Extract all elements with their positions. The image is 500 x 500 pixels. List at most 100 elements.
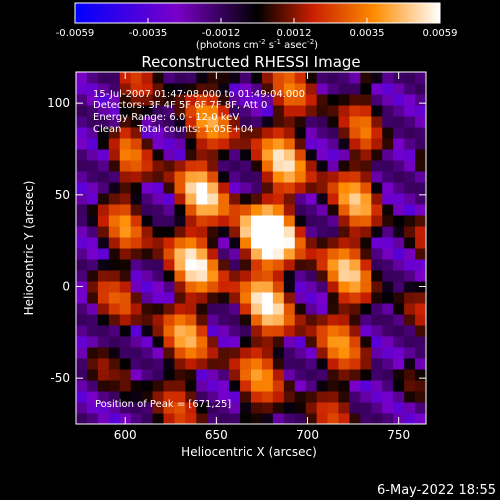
heatmap-cell	[174, 83, 186, 95]
heatmap-cell	[141, 292, 154, 304]
heatmap-cell	[86, 358, 99, 370]
heatmap-cell	[360, 369, 372, 381]
heatmap-cell	[76, 105, 88, 117]
heatmap-cell	[404, 281, 416, 293]
heatmap-cell	[229, 171, 241, 183]
heatmap-cell	[316, 182, 329, 194]
heatmap-cell	[97, 83, 110, 95]
heatmap-cell	[327, 94, 339, 106]
heatmap-cell	[119, 127, 132, 139]
heatmap-cell	[305, 160, 318, 172]
heatmap-cell	[119, 380, 132, 392]
heatmap-cell	[207, 413, 219, 424]
heatmap-cell	[119, 369, 132, 381]
heatmap-cell	[251, 226, 263, 238]
heatmap-cell	[76, 325, 88, 337]
heatmap-cell	[360, 336, 372, 348]
heatmap-cell	[371, 402, 383, 414]
heatmap-cell	[229, 149, 241, 161]
heatmap-cell	[152, 171, 164, 183]
heatmap-cell	[108, 149, 121, 161]
heatmap-cell	[163, 270, 175, 282]
heatmap-cell	[360, 281, 372, 293]
heatmap-cell	[218, 347, 230, 359]
heatmap-cell	[305, 138, 318, 150]
heatmap-cell	[371, 215, 383, 227]
heatmap-cell	[76, 160, 88, 172]
heatmap-cell	[218, 303, 230, 315]
heatmap-cell	[130, 303, 143, 315]
heatmap-cell	[196, 358, 208, 370]
heatmap-cell	[360, 138, 372, 150]
heatmap-cell	[218, 413, 230, 424]
heatmap-cell	[218, 171, 230, 183]
heatmap-cell	[163, 149, 175, 161]
heatmap-cell	[229, 182, 241, 194]
heatmap-cell	[76, 237, 88, 249]
heatmap-cell	[272, 237, 285, 249]
heatmap-cell	[119, 259, 132, 271]
heatmap-cell	[349, 226, 361, 238]
heatmap-cell	[327, 314, 339, 326]
heatmap-cell	[283, 380, 296, 392]
heatmap-cell	[218, 336, 230, 348]
heatmap-cell	[415, 215, 426, 227]
heatmap-cell	[305, 259, 318, 271]
heatmap-cell	[316, 259, 329, 271]
heatmap-cell	[229, 204, 241, 216]
heatmap-cell	[305, 391, 318, 403]
heatmap-cell	[141, 248, 154, 260]
heatmap-cell	[393, 138, 405, 150]
heatmap-cell	[174, 314, 186, 326]
heatmap-cell	[86, 413, 99, 424]
heatmap-cell	[382, 237, 394, 249]
heatmap-cell	[349, 204, 361, 216]
heatmap-cell	[251, 281, 263, 293]
heatmap-cell	[207, 215, 219, 227]
heatmap-cell	[382, 336, 394, 348]
heatmap-cell	[207, 325, 219, 337]
heatmap-cell	[382, 149, 394, 161]
heatmap-cell	[261, 193, 274, 205]
heatmap-cell	[360, 83, 372, 95]
heatmap-cell	[305, 127, 318, 139]
heatmap-cell	[240, 336, 252, 348]
colorbar-tick-label: -0.0035	[129, 28, 168, 39]
heatmap-cell	[294, 259, 307, 271]
heatmap-cell	[393, 204, 405, 216]
heatmap-cell	[86, 72, 99, 84]
heatmap-cell	[360, 358, 372, 370]
heatmap-cell	[196, 204, 208, 216]
heatmap-cell	[76, 116, 88, 128]
heatmap-cell	[404, 171, 416, 183]
heatmap-cell	[327, 281, 339, 293]
heatmap-cell	[185, 116, 197, 128]
heatmap-cell	[152, 116, 164, 128]
heatmap-cell	[76, 413, 88, 424]
heatmap-cell	[261, 237, 274, 249]
colorbar-tick-label: 0.0059	[423, 28, 458, 39]
heatmap-cell	[119, 248, 132, 260]
heatmap-cell	[415, 237, 426, 249]
heatmap-cell	[393, 369, 405, 381]
heatmap-cell	[218, 83, 230, 95]
heatmap-cell	[360, 303, 372, 315]
heatmap-cell	[174, 105, 186, 117]
heatmap-cell	[305, 182, 318, 194]
heatmap-cell	[272, 369, 285, 381]
heatmap-cell	[174, 160, 186, 172]
heatmap-cell	[349, 303, 361, 315]
heatmap-cell	[174, 237, 186, 249]
heatmap-cell	[229, 259, 241, 271]
heatmap-cell	[415, 160, 426, 172]
heatmap-cell	[108, 226, 121, 238]
heatmap-cell	[415, 325, 426, 337]
heatmap-cell	[86, 259, 99, 271]
heatmap-cell	[240, 369, 252, 381]
heatmap-cell	[305, 226, 318, 238]
heatmap-cell	[196, 270, 208, 282]
heatmap-cell	[196, 83, 208, 95]
heatmap-cell	[272, 182, 285, 194]
heatmap-cell	[360, 347, 372, 359]
heatmap-cell	[393, 160, 405, 172]
